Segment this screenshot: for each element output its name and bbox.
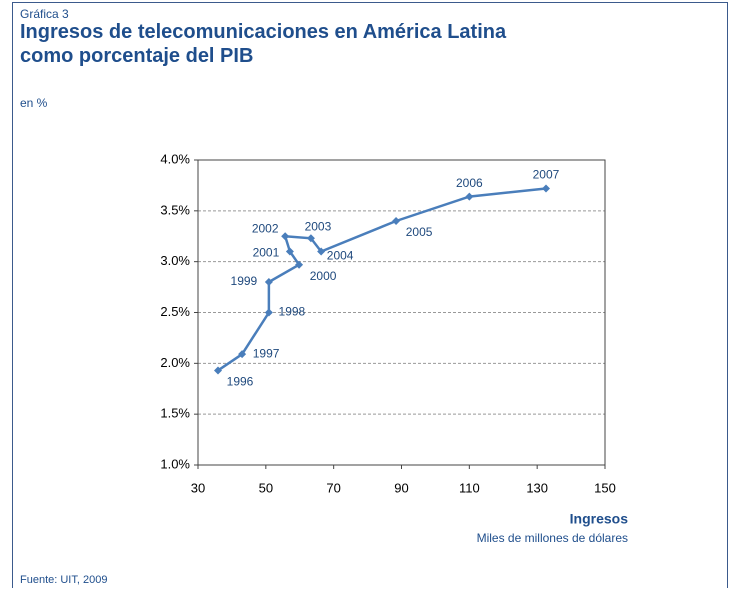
point-label: 2002 [252, 221, 279, 235]
source: Fuente: UIT, 2009 [20, 574, 108, 586]
data-point [285, 247, 294, 256]
data-point [238, 350, 247, 359]
header: Gráfica 3 [20, 7, 69, 21]
point-label: 2005 [406, 225, 433, 239]
data-point [465, 192, 474, 201]
x-tick-label: 30 [191, 480, 205, 495]
point-label: 2001 [253, 246, 280, 260]
x-tick-label: 90 [394, 480, 408, 495]
point-label: 2004 [327, 249, 354, 263]
point-label: 1999 [231, 274, 258, 288]
chart-title: Ingresos de telecomunicaciones en Améric… [20, 21, 507, 67]
point-label: 1997 [253, 346, 280, 360]
data-point [281, 232, 290, 241]
subtitle: en % [20, 96, 48, 110]
point-label: 2003 [305, 219, 332, 233]
x-axis-sublabel: Miles de millones de dólares [477, 531, 628, 545]
x-tick-label: 150 [594, 480, 616, 495]
y-tick-label: 3.5% [160, 202, 190, 217]
point-label: 1998 [279, 305, 306, 319]
data-line [217, 187, 547, 372]
x-axis-label: Ingresos [570, 511, 629, 527]
data-point [392, 217, 401, 225]
point-label: 2007 [533, 168, 560, 182]
y-tick-label: 2.0% [160, 355, 190, 370]
point-label: 2000 [310, 269, 337, 283]
x-tick-label: 110 [459, 480, 480, 495]
y-tick-label: 2.5% [160, 304, 190, 319]
y-tick-label: 1.0% [160, 456, 190, 471]
data-point [214, 366, 223, 375]
data-point [264, 278, 273, 286]
x-tick-label: 130 [526, 480, 548, 495]
x-tick-label: 70 [326, 480, 340, 495]
y-tick-label: 4.0% [160, 151, 190, 166]
data-point [317, 247, 326, 256]
plot-frame [197, 159, 606, 466]
point-label: 2006 [456, 176, 483, 190]
point-label: 1996 [227, 375, 254, 389]
y-tick-label: 3.0% [160, 253, 190, 268]
data-point [541, 184, 550, 193]
data-point [295, 260, 304, 269]
data-point [264, 308, 273, 317]
frame [12, 2, 728, 588]
y-tick-label: 1.5% [160, 406, 190, 421]
x-tick-label: 50 [259, 480, 273, 495]
data-point [306, 234, 315, 243]
